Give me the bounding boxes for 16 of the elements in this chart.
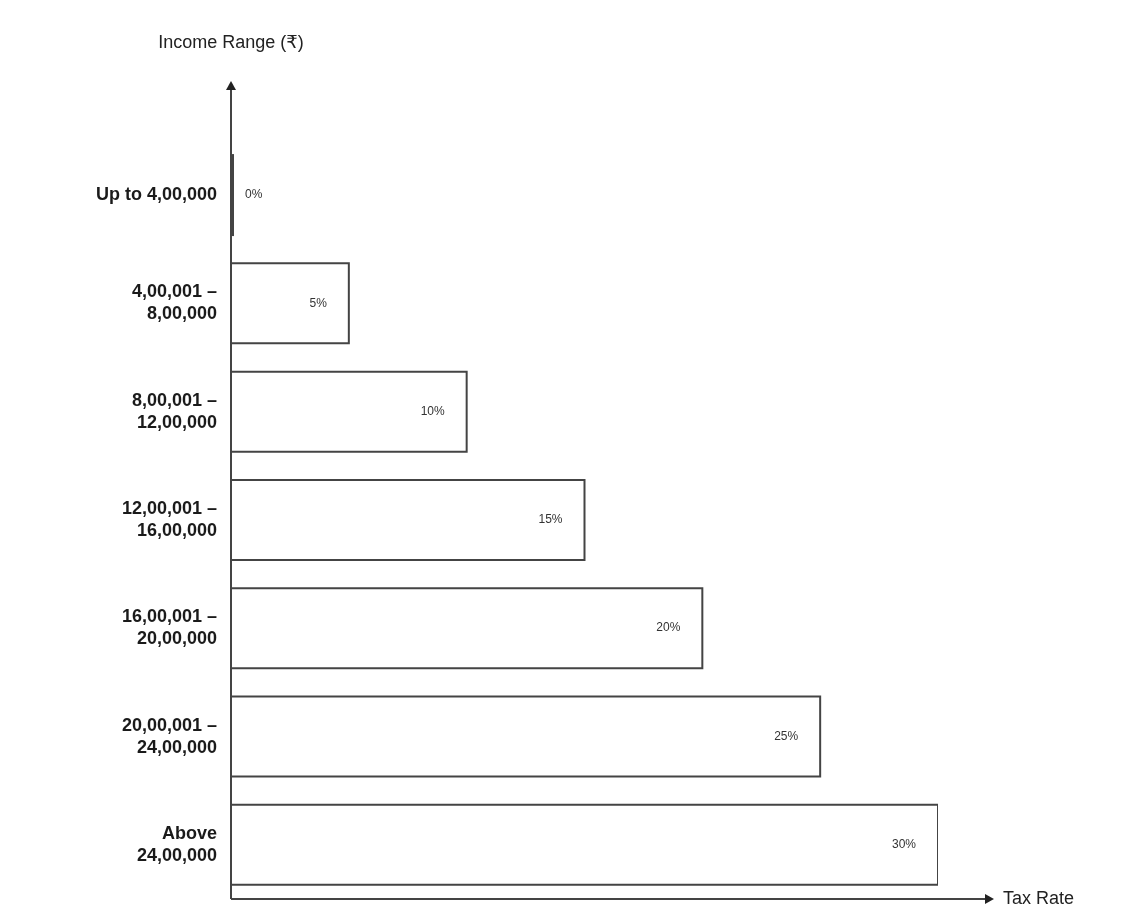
- data-label: 5%: [309, 295, 328, 310]
- data-label: 25%: [774, 728, 799, 743]
- y-tick-label: 16,00,001 – 20,00,000: [121, 606, 217, 649]
- y-tick-label: 12,00,001 – 16,00,000: [121, 497, 217, 540]
- data-label: 10%: [420, 403, 445, 418]
- y-axis-title: Income Range (₹): [158, 31, 304, 53]
- data-label: 20%: [656, 620, 681, 635]
- x-axis-title: Tax Rate: [1003, 888, 1075, 909]
- data-label: 30%: [891, 836, 917, 851]
- y-tick-label: Up to 4,00,000: [95, 183, 217, 204]
- y-tick-label: Above 24,00,000: [136, 822, 217, 865]
- data-label: 15%: [538, 512, 563, 527]
- y-tick-label: 8,00,001 – 12,00,000: [131, 389, 217, 432]
- y-tick-label: 20,00,001 – 24,00,000: [121, 714, 217, 757]
- data-label: 0%: [245, 187, 263, 202]
- y-tick-label: 4,00,001 – 8,00,000: [131, 281, 217, 324]
